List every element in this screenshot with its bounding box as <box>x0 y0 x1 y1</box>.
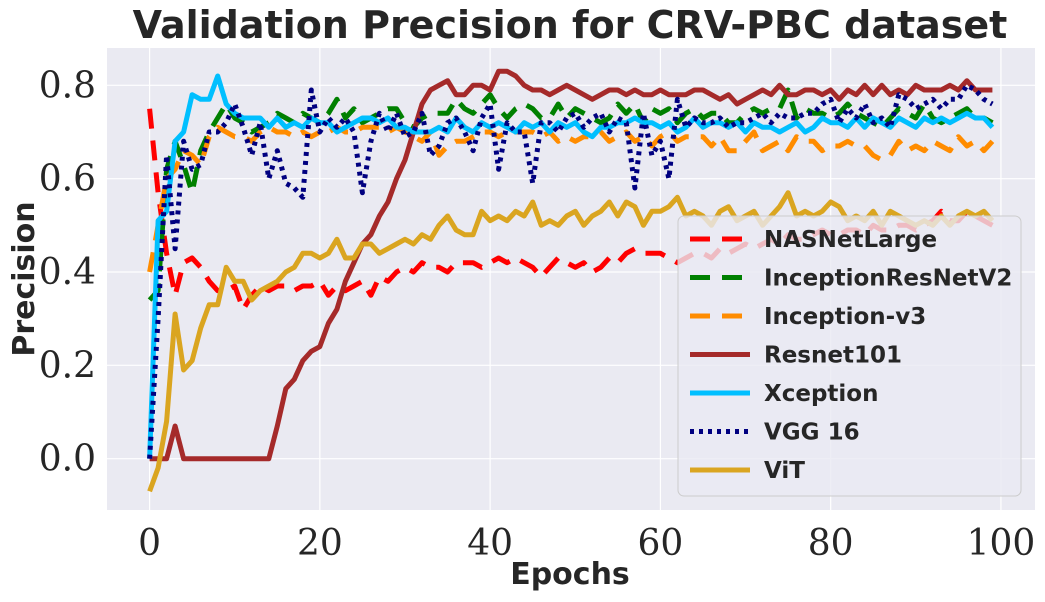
y-tick-label: 0.8 <box>39 65 96 106</box>
x-tick-label: 0 <box>138 523 161 564</box>
x-tick-label: 100 <box>967 523 1036 564</box>
x-tick-labels: 0 20 40 60 80 100 <box>138 523 1035 564</box>
y-tick-label: 0.2 <box>39 345 96 386</box>
legend-label: InceptionResNetV2 <box>764 266 1012 292</box>
series-line-vgg-16 <box>147 82 994 459</box>
chart-title: Validation Precision for CRV-PBC dataset <box>133 3 1008 47</box>
y-axis-label: Precision <box>7 201 42 356</box>
y-tick-label: 0.6 <box>39 159 96 200</box>
legend-box <box>677 215 1022 497</box>
legend-label: Xception <box>764 381 878 407</box>
legend-label: Resnet101 <box>764 343 902 369</box>
y-tick-label: 0.4 <box>39 252 96 293</box>
series-line-inception-v3 <box>147 124 995 273</box>
legend-label: ViT <box>764 458 805 484</box>
series-line-xception <box>147 73 995 459</box>
x-tick-label: 20 <box>297 523 343 564</box>
legend-label: VGG 16 <box>764 420 860 446</box>
x-tick-label: 40 <box>467 523 513 564</box>
x-tick-label: 80 <box>808 523 854 564</box>
x-axis-label: Epochs <box>510 557 630 592</box>
x-tick-label: 60 <box>637 523 683 564</box>
legend-label: Inception-v3 <box>764 304 926 330</box>
y-tick-label: 0.0 <box>39 439 96 480</box>
legend: NASNetLarge InceptionResNetV2 Inception-v3… <box>677 215 1022 497</box>
y-tick-labels: 0.0 0.2 0.4 0.6 0.8 <box>39 65 96 479</box>
series-line-resnet101 <box>149 68 993 462</box>
legend-label: NASNetLarge <box>764 227 937 253</box>
